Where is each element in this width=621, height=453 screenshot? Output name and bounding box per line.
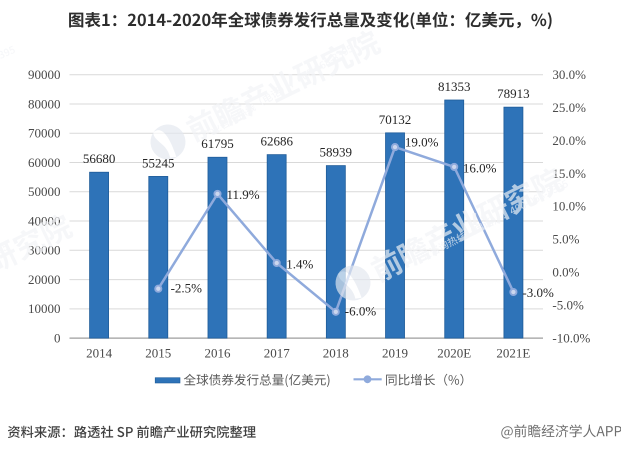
svg-text:2020E: 2020E [437,346,471,361]
svg-text:2016: 2016 [205,346,232,361]
svg-text:81353: 81353 [438,79,471,94]
svg-text:10.0%: 10.0% [552,199,586,214]
svg-text:16.0%: 16.0% [463,160,497,175]
svg-text:60000: 60000 [28,155,61,170]
svg-text:2019: 2019 [382,346,408,361]
svg-text:0.0%: 0.0% [552,265,579,280]
svg-text:58939: 58939 [320,145,353,160]
svg-text:62686: 62686 [260,134,293,149]
svg-text:2015: 2015 [145,346,171,361]
svg-text:30.0%: 30.0% [552,67,586,82]
svg-text:-10.0%: -10.0% [552,330,590,345]
svg-text:10000: 10000 [28,301,61,316]
svg-text:70000: 70000 [28,126,61,141]
svg-text:-2.5%: -2.5% [171,281,203,296]
svg-text:20000: 20000 [28,272,61,287]
svg-text:2014: 2014 [86,346,113,361]
svg-text:-6.0%: -6.0% [345,303,377,318]
svg-text:61795: 61795 [201,136,234,151]
svg-text:5.0%: 5.0% [552,232,579,247]
svg-text:80000: 80000 [28,96,61,111]
svg-text:50000: 50000 [28,184,61,199]
svg-text:2017: 2017 [264,346,291,361]
svg-text:2021E: 2021E [496,346,530,361]
svg-text:11.9%: 11.9% [227,187,260,202]
svg-text:90000: 90000 [28,67,61,82]
svg-text:25.0%: 25.0% [552,100,586,115]
svg-text:2018: 2018 [323,346,349,361]
svg-text:15.0%: 15.0% [552,166,586,181]
svg-text:20.0%: 20.0% [552,133,586,148]
svg-text:70132: 70132 [379,112,412,127]
svg-text:-5.0%: -5.0% [552,298,584,313]
svg-text:0: 0 [54,330,61,345]
svg-text:-3.0%: -3.0% [522,285,554,300]
svg-text:1.4%: 1.4% [286,256,313,271]
svg-text:78913: 78913 [497,86,530,101]
svg-text:19.0%: 19.0% [405,134,439,149]
svg-text:56680: 56680 [83,151,116,166]
